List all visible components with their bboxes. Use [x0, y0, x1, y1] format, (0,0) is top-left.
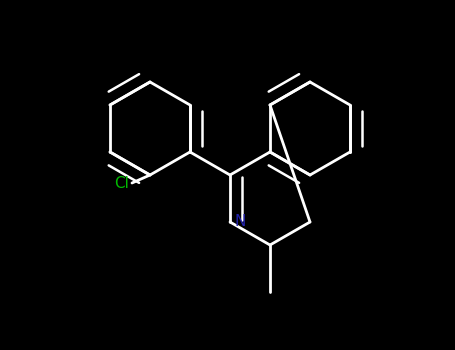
Text: N: N — [235, 215, 246, 230]
Text: Cl: Cl — [114, 175, 129, 190]
